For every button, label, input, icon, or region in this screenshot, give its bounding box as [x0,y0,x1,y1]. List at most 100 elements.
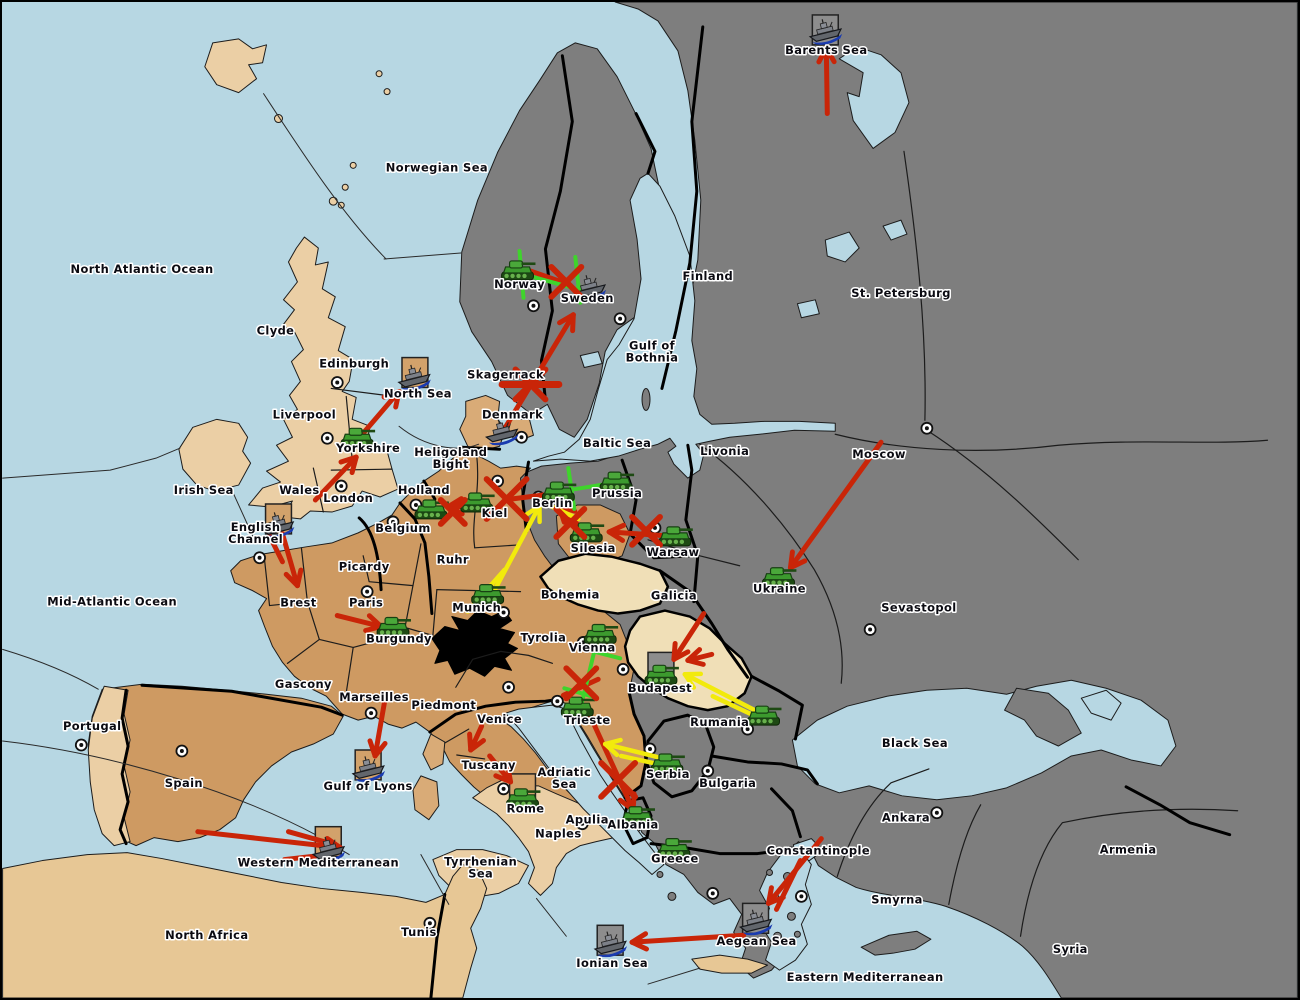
order-arrow-yellow [602,737,660,760]
army-rumania[interactable] [747,705,782,726]
army-trieste[interactable] [560,696,596,717]
army-ukraine[interactable] [762,567,797,588]
terrain-shape [882,219,908,241]
supply-center [74,738,88,752]
terrain-shape [455,650,553,688]
fleet-english-channel[interactable] [259,508,296,540]
label-yorkshire: Yorkshire [335,441,400,455]
order-arrow-red [367,690,389,759]
terrain-shape [647,967,701,985]
army-norway[interactable] [501,260,536,281]
army-greece[interactable] [657,838,692,859]
terrain-shape [660,25,705,390]
terrain-shape [1004,687,1082,747]
label-baltic-sea: Baltic Sea [583,436,651,450]
label-norwegian-sea: Norwegian Sea [386,160,488,174]
army-warsaw[interactable] [658,526,693,547]
order-arrow-red [629,931,747,952]
label-wales: Wales [279,483,319,497]
small-island [641,387,651,411]
army-albania[interactable] [620,806,655,827]
terrain-shape [412,775,440,821]
label-mid-atlantic-ocean: Mid-Atlantic Ocean [47,595,177,609]
small-island [337,201,345,209]
terrain-shape [684,443,700,604]
fleet-denmark[interactable] [483,416,520,448]
order-arrow-red [360,388,402,436]
fleet-aegean-sea[interactable] [737,906,774,938]
army-budapest[interactable] [644,664,679,685]
supply-center [920,421,934,435]
army-prussia[interactable] [599,471,635,492]
army-serbia[interactable] [650,753,685,774]
label-prussia: Prussia [592,486,642,500]
terrain-shape [357,516,383,592]
label-clyde: Clyde [257,324,295,338]
fleet-western-mediterranean[interactable] [310,833,347,865]
terrain-shape [140,683,344,717]
army-munich[interactable] [471,584,506,605]
label-tuscany: Tuscany [461,758,516,772]
terrain-shape [1124,785,1232,837]
supply-center [502,680,515,694]
supply-center [550,694,564,708]
label-albania: Albania [607,818,658,832]
supply-center [497,782,510,796]
army-yorkshire[interactable] [340,427,376,448]
label-piedmont: Piedmont [411,698,476,712]
region-labels: Clyde Edinburgh Liverpool Yorkshire Wales Lon… [61,267,1157,957]
label-sweden: Sweden [561,291,614,305]
terrain-shape [263,559,271,607]
label-denmark: Denmark [482,407,543,421]
fleet-ionian-sea[interactable] [592,928,629,960]
label-brest: Brest [280,596,317,610]
label-picardy: Picardy [339,560,390,574]
terrain-shape [2,447,181,479]
fleet-barents-sea[interactable] [807,15,844,47]
army-burgundy[interactable] [376,616,411,637]
terrain-shape [118,688,130,846]
label-vienna: Vienna [569,640,616,654]
label-greece: Greece [651,852,698,866]
order-arrow-green [595,650,623,661]
failed-order-x [437,497,468,527]
supply-center [330,376,344,389]
sea-labels: North Atlantic Ocean Norwegian Sea Barents… [46,41,949,985]
terrain-shape [750,674,804,741]
label-ionian-sea: Ionian Sea [576,956,648,970]
terrain-shape [926,429,1079,561]
label-belgium: Belgium [375,521,430,535]
terrain-shape [824,231,860,263]
terrain-shape [634,112,657,175]
terrain-shape [248,236,399,520]
fleet-gulf-of-lyons[interactable] [350,753,387,785]
failed-order-x [563,665,600,702]
terrain-shape [474,544,522,549]
terrain-shape [834,433,1269,451]
supply-center [386,515,400,529]
order-arrow-red [312,454,359,503]
army-vienna[interactable] [583,623,619,644]
units [259,15,844,960]
supply-center [175,744,189,758]
terrain-shape [532,172,836,479]
order-arrow-red [606,522,670,543]
army-berlin[interactable] [541,481,577,502]
label-adriatic-sea: Adriatic Sea [538,765,592,791]
army-rome[interactable] [506,788,541,809]
label-finland: Finland [682,269,733,283]
label-norway: Norway [494,277,545,291]
label-syria: Syria [1053,942,1088,956]
terrain-shape [903,150,926,421]
label-venice: Venice [477,712,522,726]
failed-order-x [548,263,585,300]
label-silesia: Silesia [571,541,616,555]
supply-center [423,916,437,930]
terrain-shape [429,892,447,998]
label-constantinople: Constantinople [767,844,870,858]
label-smyrna: Smyrna [871,892,923,906]
label-gulf-of-bothnia: Gulf of Bothnia [626,339,679,365]
fleet-north-sea[interactable] [395,361,432,393]
label-aegean-sea: Aegean Sea [717,934,797,948]
label-spain: Spain [165,776,203,790]
